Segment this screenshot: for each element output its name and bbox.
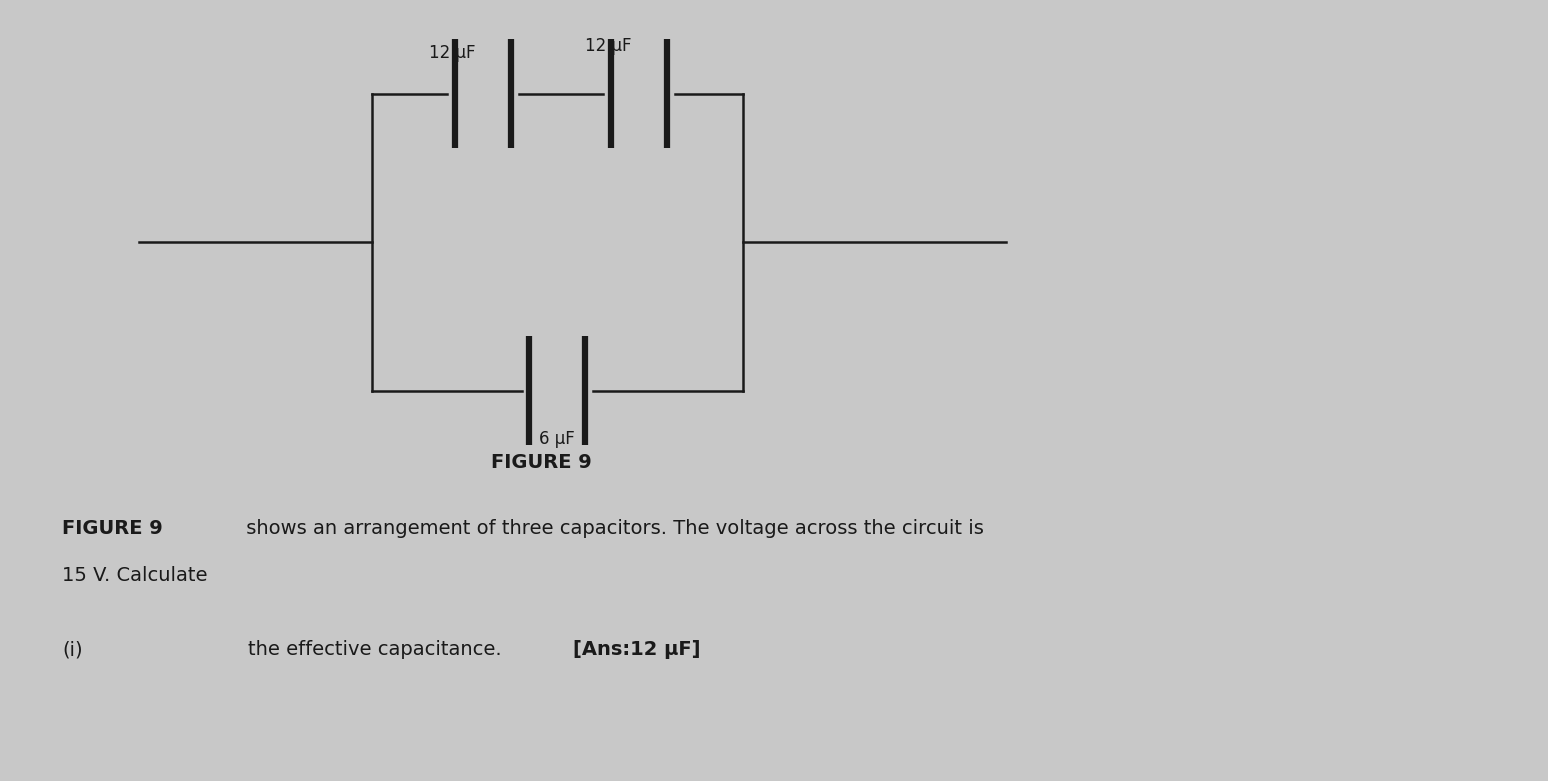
Text: [Ans:12 μF]: [Ans:12 μF] [573,640,700,659]
Text: 12 μF: 12 μF [429,45,475,62]
Text: (i): (i) [62,640,82,659]
Text: 15 V. Calculate: 15 V. Calculate [62,566,207,585]
Text: FIGURE 9: FIGURE 9 [62,519,163,538]
Text: the effective capacitance.: the effective capacitance. [248,640,508,659]
Text: 12 μF: 12 μF [585,37,632,55]
Text: FIGURE 9: FIGURE 9 [491,453,593,472]
Text: shows an arrangement of three capacitors. The voltage across the circuit is: shows an arrangement of three capacitors… [240,519,985,538]
Text: 6 μF: 6 μF [539,430,576,448]
